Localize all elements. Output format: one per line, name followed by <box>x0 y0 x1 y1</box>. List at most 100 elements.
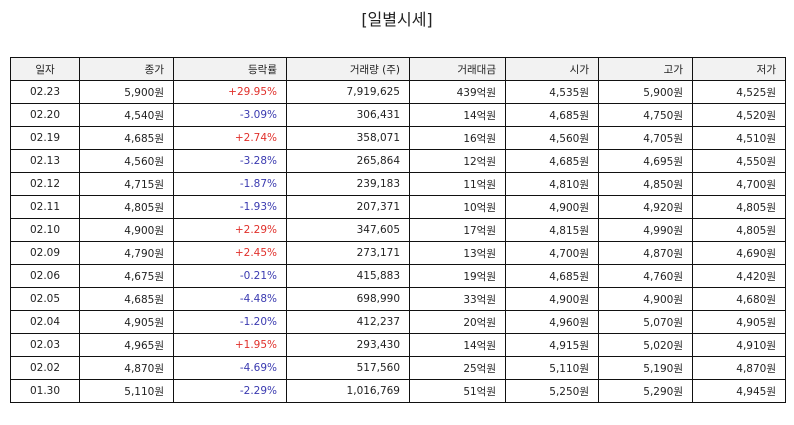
table-cell: 02.10 <box>10 218 80 242</box>
table-row: 02.19 4,685원 +2.74% 358,071 16억원 4,560원 4,705원… <box>10 126 786 150</box>
title: [일별시세] <box>361 10 433 29</box>
table-cell: 20억원 <box>409 310 506 334</box>
table-cell: +2.29% <box>173 218 287 242</box>
table-cell: 4,905원 <box>692 310 786 334</box>
table-cell: -2.29% <box>173 379 287 403</box>
table-row: 02.04 4,905원 -1.20% 412,237 20억원 4,960원 5,070원… <box>10 310 786 334</box>
table-cell: 4,870원 <box>598 241 693 265</box>
table-cell: 02.20 <box>10 103 80 127</box>
table-cell: 02.23 <box>10 80 80 104</box>
table-cell: 17억원 <box>409 218 506 242</box>
table-cell: -3.28% <box>173 149 287 173</box>
table-cell: 4,535원 <box>505 80 599 104</box>
table-cell: 4,905원 <box>79 310 174 334</box>
table-row: 02.05 4,685원 -4.48% 698,990 33억원 4,900원 4,900원… <box>10 287 786 311</box>
table-cell: 1,016,769 <box>286 379 410 403</box>
table-cell: 4,680원 <box>692 287 786 311</box>
table-cell: 02.13 <box>10 149 80 173</box>
header-cell: 저가 <box>692 57 786 81</box>
table-cell: 4,700원 <box>505 241 599 265</box>
table-cell: 4,805원 <box>692 218 786 242</box>
table-cell: -0.21% <box>173 264 287 288</box>
table-cell: 4,525원 <box>692 80 786 104</box>
table-cell: 4,915원 <box>505 333 599 357</box>
table-cell: 02.12 <box>10 172 80 196</box>
table-cell: 4,900원 <box>505 195 599 219</box>
table-cell: 439억원 <box>409 80 506 104</box>
table-row: 02.10 4,900원 +2.29% 347,605 17억원 4,815원 4,990원… <box>10 218 786 242</box>
table-cell: 4,910원 <box>692 333 786 357</box>
table-cell: 4,685원 <box>505 103 599 127</box>
table-cell: 4,675원 <box>79 264 174 288</box>
table-cell: 4,520원 <box>692 103 786 127</box>
table-cell: 4,870원 <box>79 356 174 380</box>
table-body: 02.23 5,900원 +29.95% 7,919,625 439억원 4,535원 5,… <box>10 80 786 403</box>
table-cell: 265,864 <box>286 149 410 173</box>
table-cell: 10억원 <box>409 195 506 219</box>
table-cell: 5,900원 <box>79 80 174 104</box>
table-cell: 4,560원 <box>79 149 174 173</box>
table-cell: 4,790원 <box>79 241 174 265</box>
table-cell: 51억원 <box>409 379 506 403</box>
table-cell: 4,900원 <box>505 287 599 311</box>
table-cell: 4,760원 <box>598 264 693 288</box>
table-cell: 4,960원 <box>505 310 599 334</box>
table-cell: 4,920원 <box>598 195 693 219</box>
table-cell: 5,900원 <box>598 80 693 104</box>
table-cell: 02.02 <box>10 356 80 380</box>
header-cell: 거래량 (주) <box>286 57 410 81</box>
table-row: 02.02 4,870원 -4.69% 517,560 25억원 5,110원 5,190원… <box>10 356 786 380</box>
table-cell: 347,605 <box>286 218 410 242</box>
table-cell: 4,420원 <box>692 264 786 288</box>
table-cell: 12억원 <box>409 149 506 173</box>
header-cell: 시가 <box>505 57 599 81</box>
table-cell: -4.69% <box>173 356 287 380</box>
table-cell: 14억원 <box>409 333 506 357</box>
table-cell: 02.05 <box>10 287 80 311</box>
table-cell: 4,870원 <box>692 356 786 380</box>
table-cell: 02.04 <box>10 310 80 334</box>
table-cell: 4,945원 <box>692 379 786 403</box>
table-cell: +2.74% <box>173 126 287 150</box>
table-row: 01.30 5,110원 -2.29% 1,016,769 51억원 5,250원 5,29… <box>10 379 786 403</box>
header-cell: 종가 <box>79 57 174 81</box>
table-cell: 02.06 <box>10 264 80 288</box>
table-cell: 02.19 <box>10 126 80 150</box>
header-row: 일자 종가 등락률 거래량 (주) 거래대금 시가 고가 저가 <box>10 57 786 81</box>
header-cell: 등락률 <box>173 57 287 81</box>
table-cell: 14억원 <box>409 103 506 127</box>
table-cell: 5,070원 <box>598 310 693 334</box>
table-cell: 16억원 <box>409 126 506 150</box>
table-cell: 4,550원 <box>692 149 786 173</box>
table-cell: 4,695원 <box>598 149 693 173</box>
table-row: 02.20 4,540원 -3.09% 306,431 14억원 4,685원 4,750원… <box>10 103 786 127</box>
table-cell: 5,250원 <box>505 379 599 403</box>
table-cell: 5,020원 <box>598 333 693 357</box>
table-cell: 7,919,625 <box>286 80 410 104</box>
table-row: 02.13 4,560원 -3.28% 265,864 12억원 4,685원 4,695원… <box>10 149 786 173</box>
table-cell: 4,965원 <box>79 333 174 357</box>
table-cell: 4,700원 <box>692 172 786 196</box>
table-cell: 4,685원 <box>79 126 174 150</box>
table-cell: 4,560원 <box>505 126 599 150</box>
table-cell: 02.03 <box>10 333 80 357</box>
table-cell: 5,290원 <box>598 379 693 403</box>
table-cell: 4,685원 <box>505 149 599 173</box>
table-cell: 517,560 <box>286 356 410 380</box>
table-cell: -1.87% <box>173 172 287 196</box>
table-cell: 4,815원 <box>505 218 599 242</box>
table-cell: 5,110원 <box>505 356 599 380</box>
table-cell: 13억원 <box>409 241 506 265</box>
table-cell: 4,900원 <box>79 218 174 242</box>
table-cell: 358,071 <box>286 126 410 150</box>
header-cell: 일자 <box>10 57 80 81</box>
table-cell: +2.45% <box>173 241 287 265</box>
table-cell: 4,705원 <box>598 126 693 150</box>
table-row: 02.09 4,790원 +2.45% 273,171 13억원 4,700원 4,870원… <box>10 241 786 265</box>
table-cell: 5,190원 <box>598 356 693 380</box>
table-cell: 207,371 <box>286 195 410 219</box>
table-cell: -3.09% <box>173 103 287 127</box>
table-cell: 273,171 <box>286 241 410 265</box>
header-cell: 거래대금 <box>409 57 506 81</box>
